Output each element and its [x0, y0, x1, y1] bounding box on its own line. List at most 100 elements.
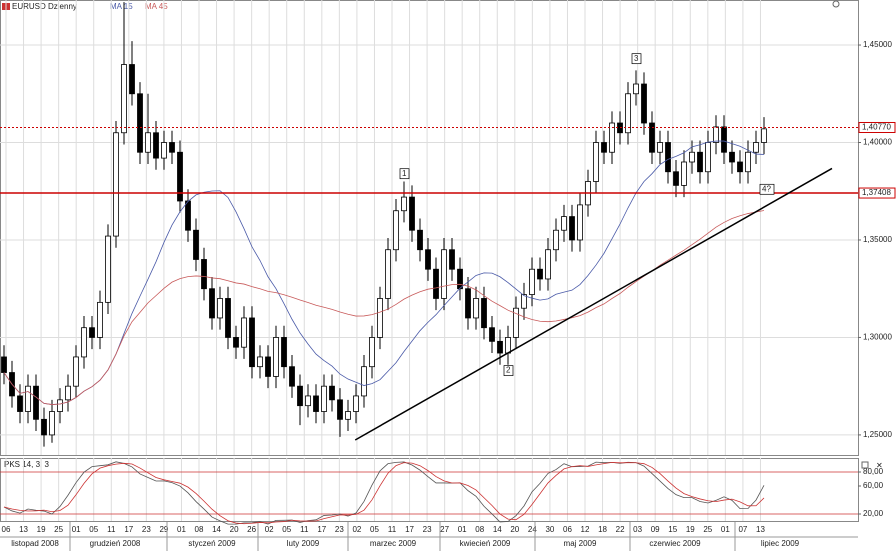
- candle-body: [737, 161, 743, 173]
- x-tick-label: 05: [370, 525, 379, 534]
- candle-body: [193, 229, 199, 260]
- y-tick-label: 1,40000: [863, 138, 892, 147]
- x-tick-label: 23: [335, 525, 344, 534]
- month-label: luty 2009: [287, 539, 320, 548]
- candle-body: [457, 268, 463, 290]
- candle-body: [385, 249, 391, 299]
- candle-body: [217, 298, 223, 319]
- candle-body: [337, 399, 343, 420]
- price-level-box: [858, 121, 896, 133]
- candle-body: [249, 317, 255, 368]
- candle-body: [297, 385, 303, 407]
- trendline: [354, 167, 833, 441]
- candle-body: [241, 317, 247, 348]
- wave-label: 2: [506, 366, 511, 375]
- x-tick-label: 23: [423, 525, 432, 534]
- x-tick-label: 01: [177, 525, 186, 534]
- y-tick-label: 20,00: [863, 509, 884, 518]
- ma-label: MA 45: [145, 2, 168, 11]
- x-tick-label: 26: [247, 525, 256, 534]
- candle-body: [401, 196, 407, 212]
- candle-body: [689, 151, 695, 163]
- close-button[interactable]: ✕: [876, 461, 883, 470]
- candle-body: [321, 385, 327, 412]
- x-tick-label: 05: [282, 525, 291, 534]
- month-label: marzec 2009: [370, 539, 417, 548]
- x-tick-label: 15: [668, 525, 677, 534]
- x-tick-label: 03: [633, 525, 642, 534]
- x-tick-label: 30: [545, 525, 554, 534]
- candle-body: [609, 122, 615, 153]
- x-tick-label: 25: [703, 525, 712, 534]
- candle-body: [89, 327, 95, 338]
- candle-body: [33, 385, 39, 420]
- x-tick-label: 01: [458, 525, 467, 534]
- candle-body: [481, 298, 487, 329]
- candle-body: [729, 151, 735, 163]
- candle-body: [353, 395, 359, 412]
- x-tick-label: 20: [230, 525, 239, 534]
- candle-body: [545, 249, 551, 280]
- x-tick-label: 02: [265, 525, 274, 534]
- x-tick-label: 05: [89, 525, 98, 534]
- candle-body: [97, 301, 103, 338]
- candle-body: [153, 132, 159, 159]
- x-tick-label: 02: [352, 525, 361, 534]
- candle-body: [489, 327, 495, 342]
- main-panel: [0, 0, 859, 456]
- candle-body: [705, 142, 711, 173]
- candle-body: [313, 395, 319, 412]
- candle-body: [529, 268, 535, 295]
- wave-label-box: [759, 183, 775, 195]
- x-tick-label: 13: [756, 525, 765, 534]
- x-tick-label: 01: [72, 525, 81, 534]
- candle-body: [433, 268, 439, 299]
- candle-body: [201, 259, 207, 290]
- candle-body: [257, 356, 263, 368]
- x-tick-label: 08: [195, 525, 204, 534]
- x-tick-label: 17: [124, 525, 133, 534]
- candle-body: [625, 93, 631, 134]
- candle-body: [73, 356, 79, 387]
- x-tick-label: 27: [440, 525, 449, 534]
- candle-body: [129, 64, 135, 95]
- candle-body: [169, 142, 175, 153]
- x-tick-label: 22: [616, 525, 625, 534]
- candle-body: [745, 151, 751, 173]
- candle-body: [113, 132, 119, 237]
- window-button[interactable]: [861, 461, 869, 469]
- window-button[interactable]: [832, 0, 840, 8]
- x-tick-label: 11: [300, 525, 309, 534]
- wave-label-box: [503, 365, 514, 376]
- candle-body: [721, 126, 727, 153]
- candle-body: [49, 411, 55, 436]
- candle-body: [665, 142, 671, 173]
- x-tick-label: 01: [721, 525, 730, 534]
- y-tick-label: 1,35000: [863, 235, 892, 244]
- y-tick-label: 1,30000: [863, 333, 892, 342]
- x-tick-label: 17: [317, 525, 326, 534]
- candle-body: [441, 249, 447, 299]
- month-label: lipiec 2009: [761, 539, 800, 548]
- candle-body: [601, 142, 607, 153]
- x-tick-label: 19: [37, 525, 46, 534]
- candle-body: [569, 216, 575, 241]
- candle-body: [329, 385, 335, 401]
- x-tick-label: 06: [2, 525, 11, 534]
- candle-body: [369, 337, 375, 368]
- price-level-box: [858, 187, 896, 199]
- candle-body: [361, 366, 367, 397]
- price-level-label: 1,37408: [862, 188, 891, 197]
- stoch-label: PKS 14, 3, 3: [4, 460, 49, 469]
- y-tick-label: 1,25000: [863, 430, 892, 439]
- moving-average: [3, 210, 765, 405]
- candle-body: [377, 298, 383, 338]
- candle-body: [649, 122, 655, 153]
- candle-body: [57, 399, 63, 412]
- symbol-label: EURUSD Dzienny: [12, 2, 77, 11]
- candle-body: [17, 395, 23, 412]
- candle-body: [465, 288, 471, 319]
- candle-body: [273, 337, 279, 377]
- candle-body: [289, 366, 295, 387]
